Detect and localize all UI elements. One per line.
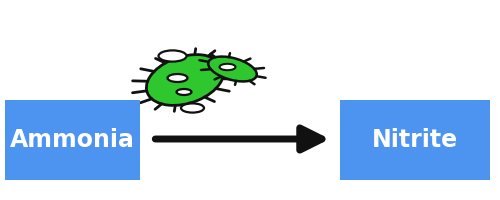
Text: Ammonia: Ammonia	[10, 128, 135, 152]
FancyBboxPatch shape	[340, 100, 490, 180]
FancyBboxPatch shape	[5, 100, 140, 180]
Circle shape	[176, 89, 192, 95]
Circle shape	[158, 50, 186, 62]
Ellipse shape	[208, 57, 257, 81]
Circle shape	[181, 103, 204, 113]
Circle shape	[220, 64, 236, 70]
Text: Nitrite: Nitrite	[372, 128, 458, 152]
Circle shape	[168, 74, 188, 82]
Ellipse shape	[146, 55, 224, 105]
